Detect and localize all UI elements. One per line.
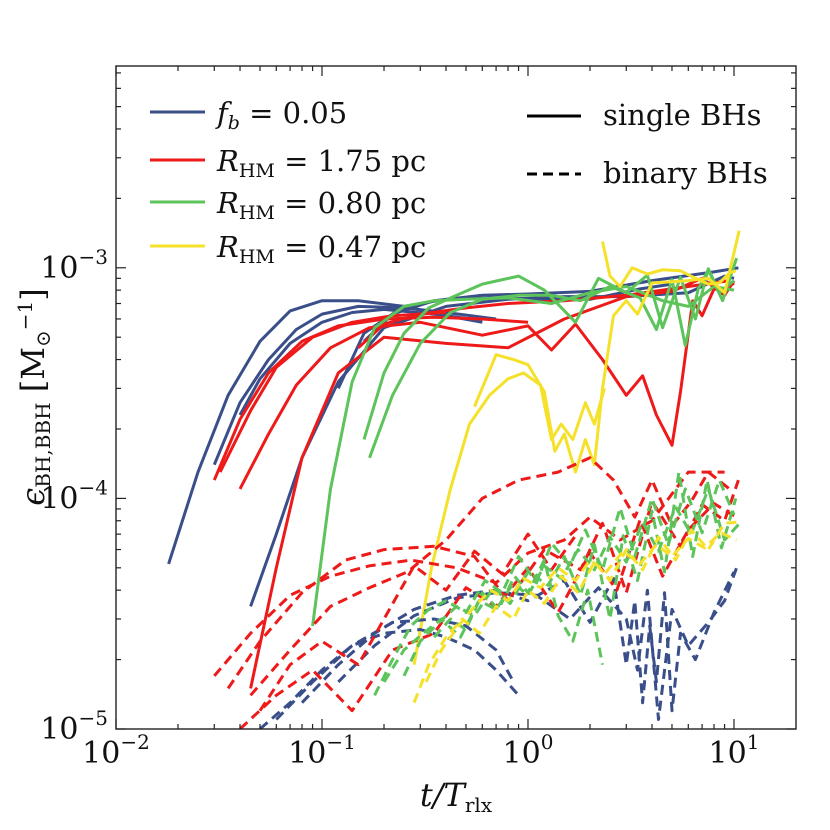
series-line-fb-binary-18 <box>275 617 515 721</box>
series-line-r175-binary-25 <box>258 532 577 712</box>
series-line-r080-binary-27 <box>382 487 740 683</box>
series-line-r047-single-14 <box>412 371 606 665</box>
series-line-r175-binary-23 <box>249 456 731 697</box>
x-axis-label: t/Trlx <box>420 776 493 817</box>
series-line-r175-single-6 <box>212 315 529 481</box>
y-tick-label-1: 10−4 <box>40 475 108 516</box>
series-line-r047-single-16 <box>601 241 737 288</box>
series-line-fb-binary-19 <box>300 571 736 713</box>
series-line-r080-single-12 <box>362 267 735 440</box>
y-tick-label-0: 10−5 <box>40 706 108 747</box>
x-tick-label-3: 101 <box>709 730 760 771</box>
series-line-r080-binary-28 <box>402 470 738 677</box>
series-line-r047-binary-31 <box>424 531 738 683</box>
x-tick-label-2: 100 <box>503 730 554 771</box>
series-line-fb-binary-17 <box>259 628 520 729</box>
legend-label-r080: RHM = 0.80 pc <box>216 186 426 224</box>
series-line-r047-single-15 <box>473 230 741 474</box>
legend-label-single: single BHs <box>603 98 762 132</box>
x-tick-label-1: 10−1 <box>288 730 356 771</box>
legend-label-binary: binary BHs <box>603 156 768 190</box>
plot-frame <box>115 65 797 730</box>
x-tick-label-0: 10−2 <box>82 730 150 771</box>
ticks-layer: 10−2 10−1 100 101 10−5 10−4 10−3 <box>40 66 796 771</box>
legend-label-r175: RHM = 1.75 pc <box>216 144 426 182</box>
y-tick-label-2: 10−3 <box>40 245 108 286</box>
series-line-r080-binary-29 <box>432 558 604 665</box>
legend-label-r047: RHM = 0.47 pc <box>216 230 426 268</box>
legend: fb = 0.05 RHM = 1.75 pc RHM = 0.80 pc RH… <box>150 96 768 268</box>
series-line-r080-binary-26 <box>373 478 736 696</box>
series-layer <box>167 230 741 729</box>
